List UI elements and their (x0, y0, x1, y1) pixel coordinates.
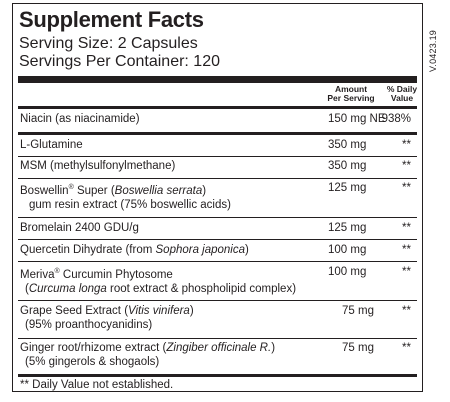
nutrient-dv: ** (402, 266, 411, 278)
row-divider (18, 217, 417, 218)
name-part: Quercetin Dihydrate (from (20, 244, 156, 256)
nutrient-amount: 100 mg (328, 266, 367, 278)
row-divider (18, 239, 417, 240)
row-divider (18, 300, 417, 301)
supplement-facts-panel: Supplement Facts Serving Size: 2 Capsule… (12, 3, 423, 392)
botanical-name: Sophora japonica (155, 244, 246, 256)
name-part: Ginger root/rhizome extract ( (20, 342, 167, 354)
name-part: ) (245, 244, 249, 256)
nutrient-name: MSM (methylsulfonylmethane) (20, 160, 176, 172)
name-part: ) (202, 184, 207, 197)
name-detail: gum resin extract (75% boswellic acids) (29, 198, 231, 211)
nutrient-amount: 75 mg (342, 305, 374, 317)
botanical-name: Zingiber officinale R. (166, 342, 272, 354)
botanical-name: Boswellia serrata (114, 184, 203, 197)
name-detail: (5% gingerols & shogaols) (25, 356, 160, 368)
botanical-name: Curcuma longa (28, 282, 107, 295)
nutrient-dv: ** (402, 139, 411, 151)
row-divider (18, 338, 417, 339)
dv-header-line1: % Daily (386, 84, 418, 94)
nutrient-amount: 125 mg (328, 182, 367, 194)
daily-value-header: % Daily Value (383, 85, 421, 103)
nutrient-dv: ** (402, 342, 411, 354)
medium-divider (18, 132, 417, 135)
nutrient-name: Bromelain 2400 GDU/g (20, 222, 139, 234)
serving-size: Serving Size: 2 Capsules (19, 35, 198, 52)
product-code: V.0423.19 (428, 29, 438, 72)
name-part: ) (271, 342, 276, 354)
nutrient-name: Meriva® Curcumin Phytosome (Curcuma long… (20, 265, 320, 296)
thick-divider (18, 76, 417, 83)
amount-header-line1: Amount (334, 84, 368, 94)
nutrient-dv: ** (402, 182, 411, 194)
thick-divider-bottom (18, 374, 417, 377)
registered-mark: ® (68, 184, 74, 191)
nutrient-amount: 75 mg (342, 342, 374, 354)
name-part: ) (189, 305, 194, 317)
name-detail: (Curcuma longa root extract & phospholip… (20, 282, 320, 296)
servings-per-container: Servings Per Container: 120 (19, 53, 220, 70)
nutrient-name: Quercetin Dihydrate (from Sophora japoni… (20, 243, 320, 257)
row-divider (18, 156, 417, 157)
nutrient-name: Niacin (as niacinamide) (20, 113, 140, 125)
nutrient-amount: 100 mg (328, 244, 367, 256)
nutrient-dv: ** (402, 160, 411, 172)
name-part: Meriva (20, 268, 55, 281)
footnote: ** Daily Value not established. (20, 379, 174, 391)
amount-header: Amount Per Serving (318, 85, 384, 103)
name-detail: (95% proanthocyanidins) (25, 319, 153, 331)
row-divider (18, 261, 417, 262)
nutrient-name: Boswellin® Super (Boswellia serrata) gum… (20, 181, 320, 212)
row-divider (18, 178, 417, 179)
nutrient-name: Ginger root/rhizome extract (Zingiber of… (20, 341, 320, 369)
nutrient-amount: 150 mg NE (328, 113, 386, 125)
registered-mark: ® (54, 268, 60, 275)
name-part: Boswellin (20, 184, 69, 197)
medium-divider (18, 106, 417, 109)
nutrient-amount: 125 mg (328, 222, 367, 234)
name-part: Super ( (73, 184, 115, 197)
name-part: root extract & phospholipid complex) (106, 282, 297, 295)
nutrient-dv: ** (402, 305, 411, 317)
name-part: ( (25, 282, 29, 295)
nutrient-amount: 350 mg (328, 160, 367, 172)
amount-header-line2: Per Serving (327, 93, 375, 103)
nutrient-name: L-Glutamine (20, 139, 83, 151)
botanical-name: Vitis vinifera (128, 305, 190, 317)
nutrient-dv: ** (402, 222, 411, 234)
nutrient-dv: ** (402, 244, 411, 256)
nutrient-dv: 938% (381, 113, 411, 125)
nutrient-name: Grape Seed Extract (Vitis vinifera) (95%… (20, 304, 320, 332)
dv-header-line2: Value (390, 93, 414, 103)
nutrient-amount: 350 mg (328, 139, 367, 151)
name-part: Grape Seed Extract ( (20, 305, 129, 317)
name-part: Curcumin Phytosome (59, 268, 173, 281)
panel-title: Supplement Facts (19, 7, 204, 32)
